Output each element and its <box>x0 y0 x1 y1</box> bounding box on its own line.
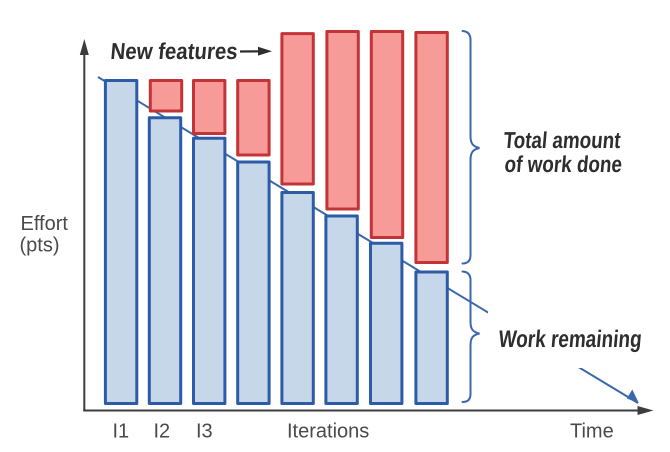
svg-text:Iterations: Iterations <box>287 421 369 443</box>
svg-text:I3: I3 <box>196 421 213 443</box>
svg-text:I2: I2 <box>154 421 171 443</box>
svg-text:Time: Time <box>570 421 614 443</box>
svg-text:I1: I1 <box>113 421 130 443</box>
svg-text:Work remaining: Work remaining <box>498 326 643 353</box>
svg-text:Total amount: Total amount <box>503 127 623 153</box>
svg-text:New features: New features <box>110 38 239 64</box>
svg-text:Effort: Effort <box>21 213 69 235</box>
svg-text:(pts): (pts) <box>20 235 60 257</box>
svg-text:of work done: of work done <box>504 151 624 177</box>
